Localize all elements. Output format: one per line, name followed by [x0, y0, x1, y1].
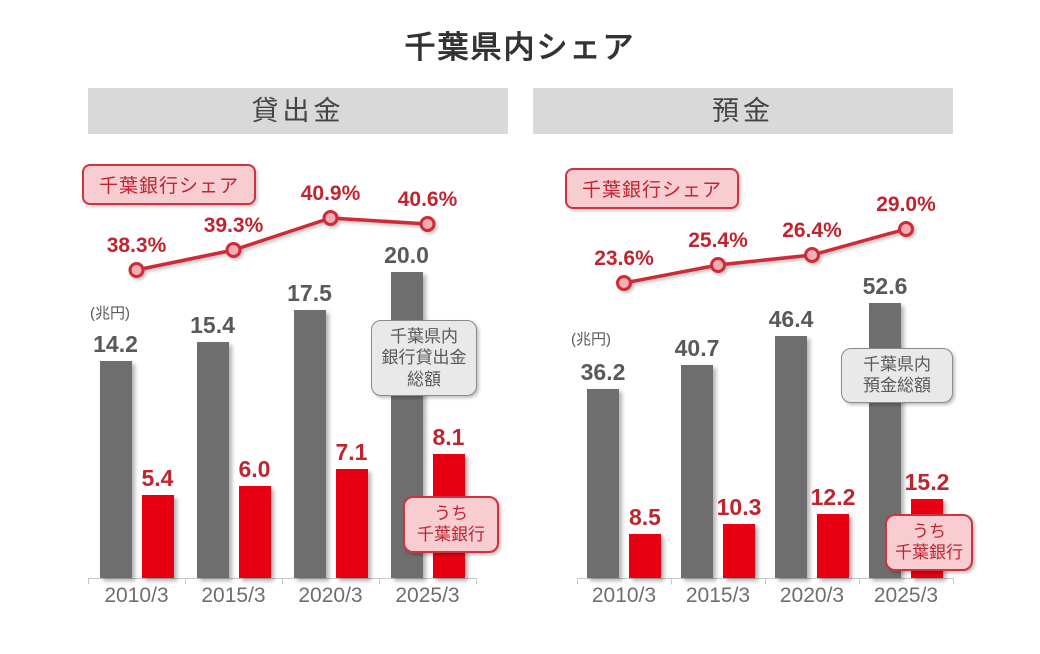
x-axis-tick: [671, 578, 672, 584]
panel-loans: 貸出金 千葉銀行シェア (兆円) 2010/3 2015/3 2020/3 2025/…: [82, 88, 508, 654]
chiba-callout: うち 千葉銀行: [403, 496, 499, 553]
x-axis-label: 2010/3: [104, 584, 169, 607]
bar-value-label-total: 46.4: [768, 305, 814, 332]
bar-value-label-total: 36.2: [580, 358, 626, 385]
bar-value-label-chiba: 5.4: [141, 465, 174, 492]
bar-value-label-chiba: 10.3: [716, 494, 762, 521]
bar-chiba: [723, 524, 755, 578]
bar-chiba: [335, 469, 368, 578]
x-axis-tick: [88, 578, 89, 584]
share-legend-badge: 千葉銀行シェア: [565, 168, 740, 209]
x-axis-tick: [476, 578, 477, 584]
x-axis-tick: [859, 578, 860, 584]
bar-chiba: [817, 514, 849, 578]
bar-value-label-chiba: 8.5: [629, 503, 661, 530]
x-axis-label: 2025/3: [873, 584, 939, 607]
share-pct-label: 29.0%: [876, 193, 936, 216]
bar-value-label-total: 20.0: [384, 241, 429, 268]
chiba-callout: うち 千葉銀行: [885, 514, 973, 571]
bar-total: [775, 335, 807, 578]
chart-page: 千葉県内シェア 貸出金 千葉銀行シェア (兆円) 2010/3 2015/3 202…: [0, 22, 1040, 654]
chart-area-deposits: 千葉銀行シェア (兆円) 2010/3 2015/3 2020/3 2025/3 36.…: [533, 134, 973, 654]
x-axis-label: 2015/3: [201, 584, 266, 607]
bar-value-label-total: 17.5: [287, 280, 332, 307]
bar-chiba: [141, 495, 174, 578]
share-line: [623, 227, 907, 285]
unit-label: (兆円): [90, 305, 130, 322]
x-axis-label: 2015/3: [685, 584, 751, 607]
x-axis-label: 2020/3: [779, 584, 845, 607]
x-axis-label: 2010/3: [591, 584, 657, 607]
total-callout: 千葉県内 銀行貸出金 総額: [371, 320, 477, 396]
share-pct-label: 25.4%: [688, 229, 748, 252]
share-pct-label: 40.9%: [300, 182, 361, 205]
x-axis-tick: [577, 578, 578, 584]
bar-total: [196, 342, 229, 578]
x-axis-tick: [282, 578, 283, 584]
share-marker: [419, 216, 436, 232]
bar-value-label-total: 52.6: [862, 273, 908, 300]
bar-total: [99, 360, 132, 578]
share-marker: [616, 275, 632, 291]
bar-value-label-chiba: 15.2: [904, 468, 950, 495]
bar-value-label-total: 15.4: [190, 312, 235, 339]
unit-label: (兆円): [571, 331, 611, 348]
share-marker: [804, 247, 820, 263]
bar-value-label-total: 40.7: [674, 335, 720, 362]
share-marker: [710, 257, 726, 273]
x-axis-tick: [765, 578, 766, 584]
bar-total: [681, 365, 713, 578]
bar-chiba: [238, 486, 271, 578]
bar-total: [293, 310, 326, 578]
total-callout: 千葉県内 預金総額: [841, 348, 953, 403]
page-title: 千葉県内シェア: [404, 30, 636, 65]
share-pct-label: 39.3%: [203, 214, 264, 237]
x-axis-label: 2025/3: [395, 584, 460, 607]
share-marker: [322, 210, 339, 226]
panels-row: 貸出金 千葉銀行シェア (兆円) 2010/3 2015/3 2020/3 2025/…: [0, 88, 1040, 654]
share-line-svg: [128, 210, 436, 278]
share-pct-label: 26.4%: [782, 219, 842, 242]
x-axis-label: 2020/3: [298, 584, 363, 607]
share-legend-badge: 千葉銀行シェア: [82, 164, 257, 205]
bar-total: [587, 388, 619, 578]
panel-header-deposits: 預金: [533, 88, 953, 134]
share-pct-label: 23.6%: [594, 247, 654, 270]
share-pct-label: 38.3%: [106, 234, 167, 257]
share-pct-label: 40.6%: [397, 188, 458, 211]
share-line: [136, 216, 428, 272]
share-line-svg: [616, 221, 914, 291]
panel-deposits: 預金 千葉銀行シェア (兆円) 2010/3 2015/3 2020/3 2025/3…: [533, 88, 973, 654]
bar-value-label-chiba: 6.0: [238, 456, 271, 483]
panel-header-loans: 貸出金: [88, 88, 508, 134]
share-marker: [225, 242, 242, 258]
share-marker: [128, 262, 145, 278]
x-axis-tick: [953, 578, 954, 584]
share-marker: [898, 221, 914, 237]
bar-value-label-chiba: 12.2: [810, 484, 856, 511]
bar-chiba: [629, 533, 661, 578]
chart-area-loans: 千葉銀行シェア (兆円) 2010/3 2015/3 2020/3 2025/3 14.…: [82, 134, 508, 654]
x-axis-tick: [379, 578, 380, 584]
bar-value-label-chiba: 8.1: [432, 423, 465, 450]
bar-value-label-total: 14.2: [93, 330, 138, 357]
bar-value-label-chiba: 7.1: [335, 439, 368, 466]
x-axis-tick: [185, 578, 186, 584]
